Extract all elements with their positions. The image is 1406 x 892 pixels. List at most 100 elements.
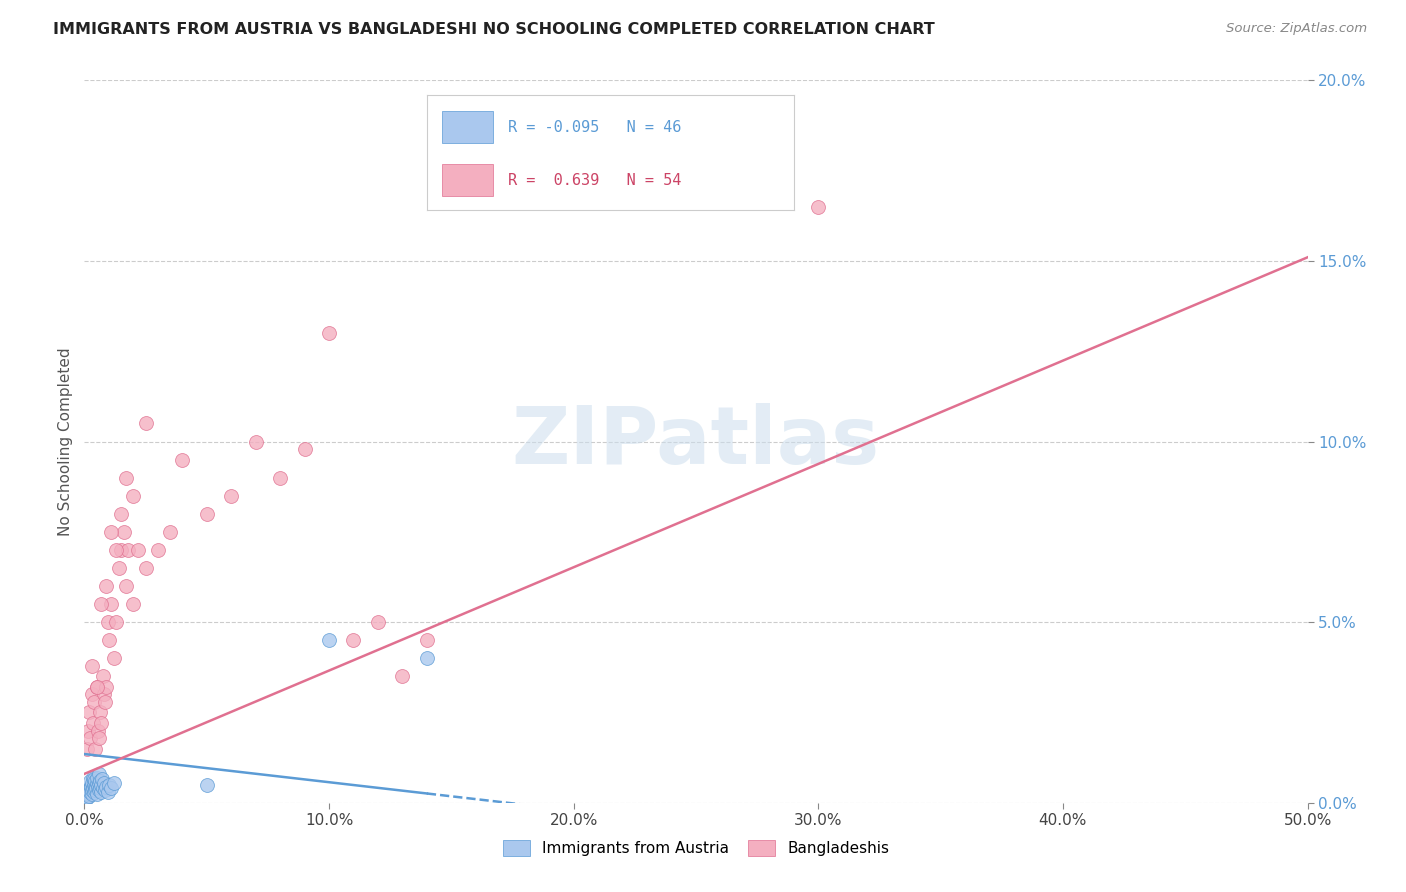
Point	[89, 706, 111, 720]
Point	[91, 772, 114, 787]
Point	[87, 780, 110, 794]
Point	[83, 778, 105, 792]
Point	[82, 781, 104, 796]
Text: IMMIGRANTS FROM AUSTRIA VS BANGLADESHI NO SCHOOLING COMPLETED CORRELATION CHART: IMMIGRANTS FROM AUSTRIA VS BANGLADESHI N…	[53, 22, 935, 37]
Point	[80, 687, 103, 701]
Point	[86, 771, 108, 785]
Point	[135, 561, 157, 575]
Point	[79, 785, 101, 799]
Point	[115, 579, 138, 593]
Point	[76, 790, 98, 805]
Point	[84, 774, 107, 789]
Point	[269, 471, 291, 485]
Point	[80, 776, 103, 790]
Point	[79, 731, 101, 745]
Point	[87, 767, 110, 781]
Point	[86, 680, 108, 694]
Point	[93, 776, 115, 790]
Y-axis label: No Schooling Completed: No Schooling Completed	[58, 347, 73, 536]
Point	[416, 633, 439, 648]
Point	[159, 524, 181, 539]
Point	[90, 597, 112, 611]
Point	[367, 615, 389, 630]
Point	[84, 783, 107, 797]
Point	[75, 792, 97, 806]
Point	[86, 776, 108, 790]
Point	[105, 542, 128, 557]
Point	[391, 669, 413, 683]
Point	[83, 772, 105, 787]
Text: ZIPatlas: ZIPatlas	[512, 402, 880, 481]
Point	[84, 781, 107, 796]
Point	[318, 633, 340, 648]
Point	[97, 778, 120, 792]
Point	[245, 434, 267, 449]
Point	[96, 579, 118, 593]
Point	[100, 781, 122, 796]
Legend: Immigrants from Austria, Bangladeshis: Immigrants from Austria, Bangladeshis	[495, 832, 897, 863]
Point	[122, 489, 145, 503]
Point	[91, 781, 114, 796]
Point	[79, 774, 101, 789]
Point	[103, 651, 125, 665]
Point	[146, 542, 169, 557]
Point	[87, 723, 110, 738]
Point	[90, 778, 112, 792]
Point	[82, 716, 104, 731]
Point	[87, 776, 110, 790]
Point	[107, 561, 129, 575]
Point	[75, 789, 97, 803]
Point	[87, 731, 110, 745]
Point	[82, 783, 104, 797]
Point	[79, 781, 101, 796]
Point	[90, 716, 112, 731]
Point	[77, 787, 100, 801]
Point	[127, 542, 149, 557]
Text: Source: ZipAtlas.com: Source: ZipAtlas.com	[1226, 22, 1367, 36]
Point	[122, 597, 145, 611]
Point	[83, 780, 105, 794]
Point	[86, 787, 108, 801]
Point	[77, 723, 100, 738]
Point	[91, 669, 114, 683]
Point	[93, 687, 115, 701]
Point	[807, 200, 830, 214]
Point	[105, 615, 128, 630]
Point	[96, 680, 118, 694]
Point	[416, 651, 439, 665]
Point	[97, 615, 120, 630]
Point	[94, 783, 117, 797]
Point	[195, 507, 218, 521]
Point	[76, 785, 98, 799]
Point	[90, 785, 112, 799]
Point	[115, 471, 138, 485]
Point	[87, 783, 110, 797]
Point	[117, 542, 139, 557]
Point	[86, 680, 108, 694]
Point	[77, 789, 100, 803]
Point	[100, 597, 122, 611]
Point	[82, 771, 104, 785]
Point	[318, 326, 340, 341]
Point	[219, 489, 242, 503]
Point	[97, 633, 120, 648]
Point	[94, 695, 117, 709]
Point	[342, 633, 364, 648]
Point	[195, 778, 218, 792]
Point	[135, 417, 157, 431]
Point	[100, 524, 122, 539]
Point	[77, 783, 100, 797]
Point	[112, 524, 135, 539]
Point	[80, 780, 103, 794]
Point	[96, 780, 118, 794]
Point	[110, 507, 132, 521]
Point	[83, 785, 105, 799]
Point	[172, 452, 194, 467]
Point	[76, 741, 98, 756]
Point	[80, 787, 103, 801]
Point	[89, 774, 111, 789]
Point	[97, 785, 120, 799]
Point	[77, 706, 100, 720]
Point	[110, 542, 132, 557]
Point	[80, 658, 103, 673]
